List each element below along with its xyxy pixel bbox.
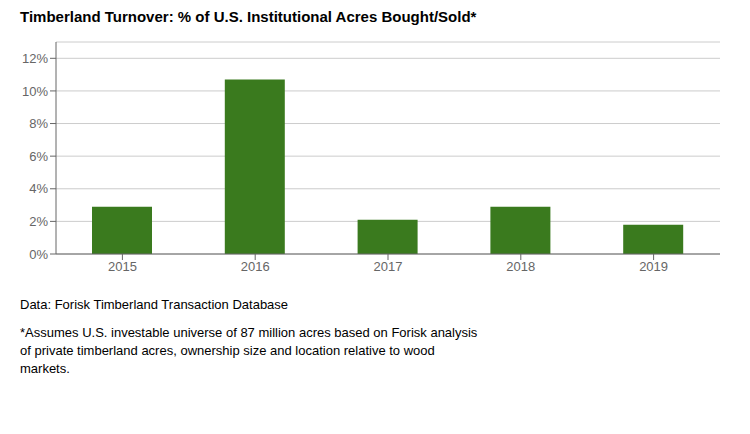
svg-text:12%: 12% [22, 51, 48, 66]
svg-text:2015: 2015 [108, 259, 137, 274]
svg-text:10%: 10% [22, 84, 48, 99]
svg-text:2017: 2017 [374, 259, 403, 274]
html-text:*Assumes U.S. investable unive: *Assumes U.S. investable universe of 87 … [20, 325, 478, 376]
svg-text:4%: 4% [29, 181, 48, 196]
svg-text:8%: 8% [29, 116, 48, 131]
html-text:Timberland Turnover: % of U.S.: Timberland Turnover: % of U.S. Instituti… [20, 8, 477, 25]
svg-text:2019: 2019 [639, 259, 668, 274]
svg-text:2016: 2016 [241, 259, 270, 274]
svg-text:2%: 2% [29, 214, 48, 229]
svg-text:6%: 6% [29, 149, 48, 164]
svg-text:0%: 0% [29, 247, 48, 262]
html-text:Data: Forisk Timberland Transa: Data: Forisk Timberland Transaction Data… [20, 297, 289, 312]
svg-text:2018: 2018 [506, 259, 535, 274]
